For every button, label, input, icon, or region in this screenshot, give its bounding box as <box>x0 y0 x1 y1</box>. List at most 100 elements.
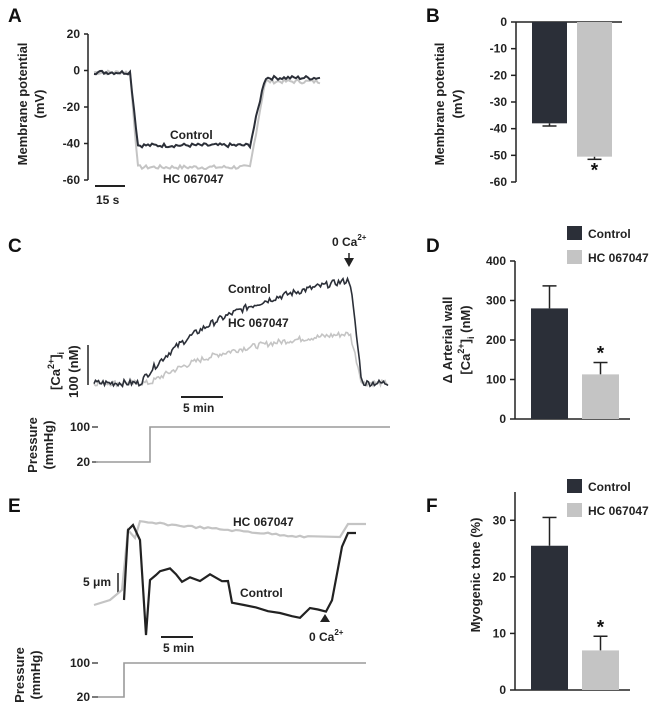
panel-b-ylabel-2: (mV) <box>450 90 465 119</box>
panel-a-control-trace <box>93 69 321 150</box>
panel-b-tick-label: 0 <box>500 15 507 29</box>
legend-swatch-hc <box>567 250 582 264</box>
panel-f-bar-control <box>531 545 568 690</box>
panel-c-pressure-label-2: (mmHg) <box>41 420 56 469</box>
panel-c-ca-label-sup: 2+ <box>46 359 56 369</box>
panel-f-tick-label: 0 <box>499 683 506 697</box>
panel-c-zero-ca-sup: 2+ <box>357 233 366 242</box>
panel-e-zero-ca-sup: 2+ <box>334 628 343 637</box>
panel-d-ylabel-sub: i <box>466 336 476 339</box>
panel-d-tick-label: 100 <box>486 373 506 387</box>
panel-a-tick-label: 20 <box>67 27 81 41</box>
panel-d-tick-label: 400 <box>486 254 506 268</box>
panel-f-tick-label: 30 <box>493 513 507 527</box>
panel-c-control-trace <box>93 276 389 388</box>
panel-c-hc-trace <box>93 330 389 388</box>
panel-c-hc-label: HC 067047 <box>228 316 289 330</box>
panel-c-ca-label: [Ca2+]i <box>46 352 66 390</box>
panel-d-ylabel-2: [Ca2+]i (nM) <box>456 305 476 374</box>
panel-letter-e: E <box>8 496 21 517</box>
panel-c-zero-ca: 0 Ca <box>332 235 358 249</box>
panel-e-pressure-tick-label: 100 <box>70 656 90 670</box>
panel-f-ylabel: Myogenic tone (%) <box>468 518 483 633</box>
panel-f-chart: 0 10 20 30 <box>493 492 630 697</box>
panel-c-control-label: Control <box>228 282 271 296</box>
panel-e-scale-label: 5 min <box>163 641 194 655</box>
panel-a-hc-trace <box>93 69 321 171</box>
panel-d-ylabel-sup: 2+ <box>456 343 466 353</box>
panel-e-pressure-label-1: Pressure <box>12 647 27 703</box>
panel-e-pressure-label-2: (mmHg) <box>28 650 43 699</box>
panel-c-pressure-tick-label: 100 <box>70 420 90 434</box>
panel-f: F Myogenic tone (%) 0 10 20 30 * Control HC… <box>426 479 649 697</box>
panel-c-zero-ca-label: 0 Ca2+ <box>332 233 367 249</box>
panel-f-star: * <box>597 617 605 638</box>
panel-b-chart: 0 -10 -20 -30 -40 -50 -60 <box>490 15 622 189</box>
panel-d: D Δ Arterial wall [Ca2+]i (nM) 0 100 200 30… <box>426 226 649 426</box>
panel-c-scale-value: 100 (nM) <box>66 345 81 398</box>
panel-b-tick-label: -60 <box>490 175 508 189</box>
panel-c-arrow-icon <box>344 258 354 267</box>
panel-d-tick-label: 300 <box>486 294 506 308</box>
panel-c-ca-label-1: [Ca <box>48 368 63 390</box>
panel-c-ca-label-2: ] <box>48 354 63 358</box>
panel-a-tick-label: -20 <box>63 100 81 114</box>
panel-d-ylabel-2a: [Ca <box>458 353 473 375</box>
panel-a: A Membrane potential (mV) 20 0 -20 -40 -60 C… <box>8 6 321 207</box>
panel-e-scale-value: 5 μm <box>83 575 111 589</box>
panel-a-ylabel-2: (mV) <box>32 90 47 119</box>
panel-e-zero-ca: 0 Ca <box>309 630 335 644</box>
panel-letter-b: B <box>426 6 440 27</box>
legend-swatch-hc-f <box>567 503 582 517</box>
panel-c-pressure-ticks: 100 20 <box>70 420 98 469</box>
panel-letter-a: A <box>8 6 22 27</box>
panel-a-tick-label: -60 <box>63 173 81 187</box>
legend-label-control-f: Control <box>588 480 631 494</box>
panel-a-tick-label: -40 <box>63 137 81 151</box>
panel-b-tick-label: -50 <box>490 148 508 162</box>
panel-f-tick-label: 20 <box>493 570 507 584</box>
panel-e-pressure-trace <box>98 662 366 698</box>
panel-d-tick-label: 200 <box>486 333 506 347</box>
panel-d-star: * <box>597 344 605 365</box>
panel-e-pressure-tick-label: 20 <box>77 690 91 704</box>
panel-f-legend: Control HC 067047 <box>567 479 649 518</box>
legend-swatch-control <box>567 226 582 240</box>
panel-b-bar-control <box>532 22 567 124</box>
panel-b-tick-label: -20 <box>490 68 508 82</box>
panel-e-arrow-icon <box>320 614 330 622</box>
panel-e-control-label: Control <box>240 586 283 600</box>
panel-e-hc-trace <box>93 519 366 607</box>
panel-a-ticks: 20 0 -20 -40 -60 <box>63 27 88 187</box>
panel-e-pressure-ticks: 100 20 <box>70 656 98 704</box>
panel-e: E 5 μm HC 067047 Control 0 Ca2+ 5 min Pr… <box>8 496 366 704</box>
panel-f-tick-label: 10 <box>493 626 507 640</box>
panel-c-ca-label-sub: i <box>56 352 66 355</box>
panel-b-bar-hc <box>577 22 612 157</box>
panel-b-tick-label: -10 <box>490 42 508 56</box>
panel-d-bar-control <box>531 308 568 419</box>
panel-b-star: * <box>591 160 599 181</box>
panel-c-scale-label: 5 min <box>183 401 214 415</box>
panel-b-tick-label: -30 <box>490 95 508 109</box>
panel-d-ylabel-1: Δ Arterial wall <box>440 297 455 384</box>
panel-a-tick-label: 0 <box>73 64 80 78</box>
panel-a-scale-label: 15 s <box>96 193 120 207</box>
panel-b-tick-label: -40 <box>490 122 508 136</box>
panel-d-bar-hc <box>582 374 619 419</box>
panel-b: B Membrane potential (mV) 0 -10 -20 -30 -40 -… <box>426 6 622 189</box>
legend-label-hc: HC 067047 <box>588 251 649 265</box>
panel-c-pressure-label-1: Pressure <box>25 417 40 473</box>
legend-swatch-control-f <box>567 479 582 493</box>
panel-b-ylabel-1: Membrane potential <box>432 43 447 166</box>
panel-d-legend: Control HC 067047 <box>567 226 649 265</box>
panel-a-control-label: Control <box>170 128 213 142</box>
panel-letter-c: C <box>8 236 22 257</box>
panel-c-pressure-tick-label: 20 <box>77 455 91 469</box>
panel-e-control-trace <box>122 523 356 636</box>
panel-d-ylabel-4: (nM) <box>458 305 473 336</box>
panel-c-pressure-trace <box>96 426 390 463</box>
panel-f-bar-hc <box>582 650 619 690</box>
legend-label-control: Control <box>588 227 631 241</box>
